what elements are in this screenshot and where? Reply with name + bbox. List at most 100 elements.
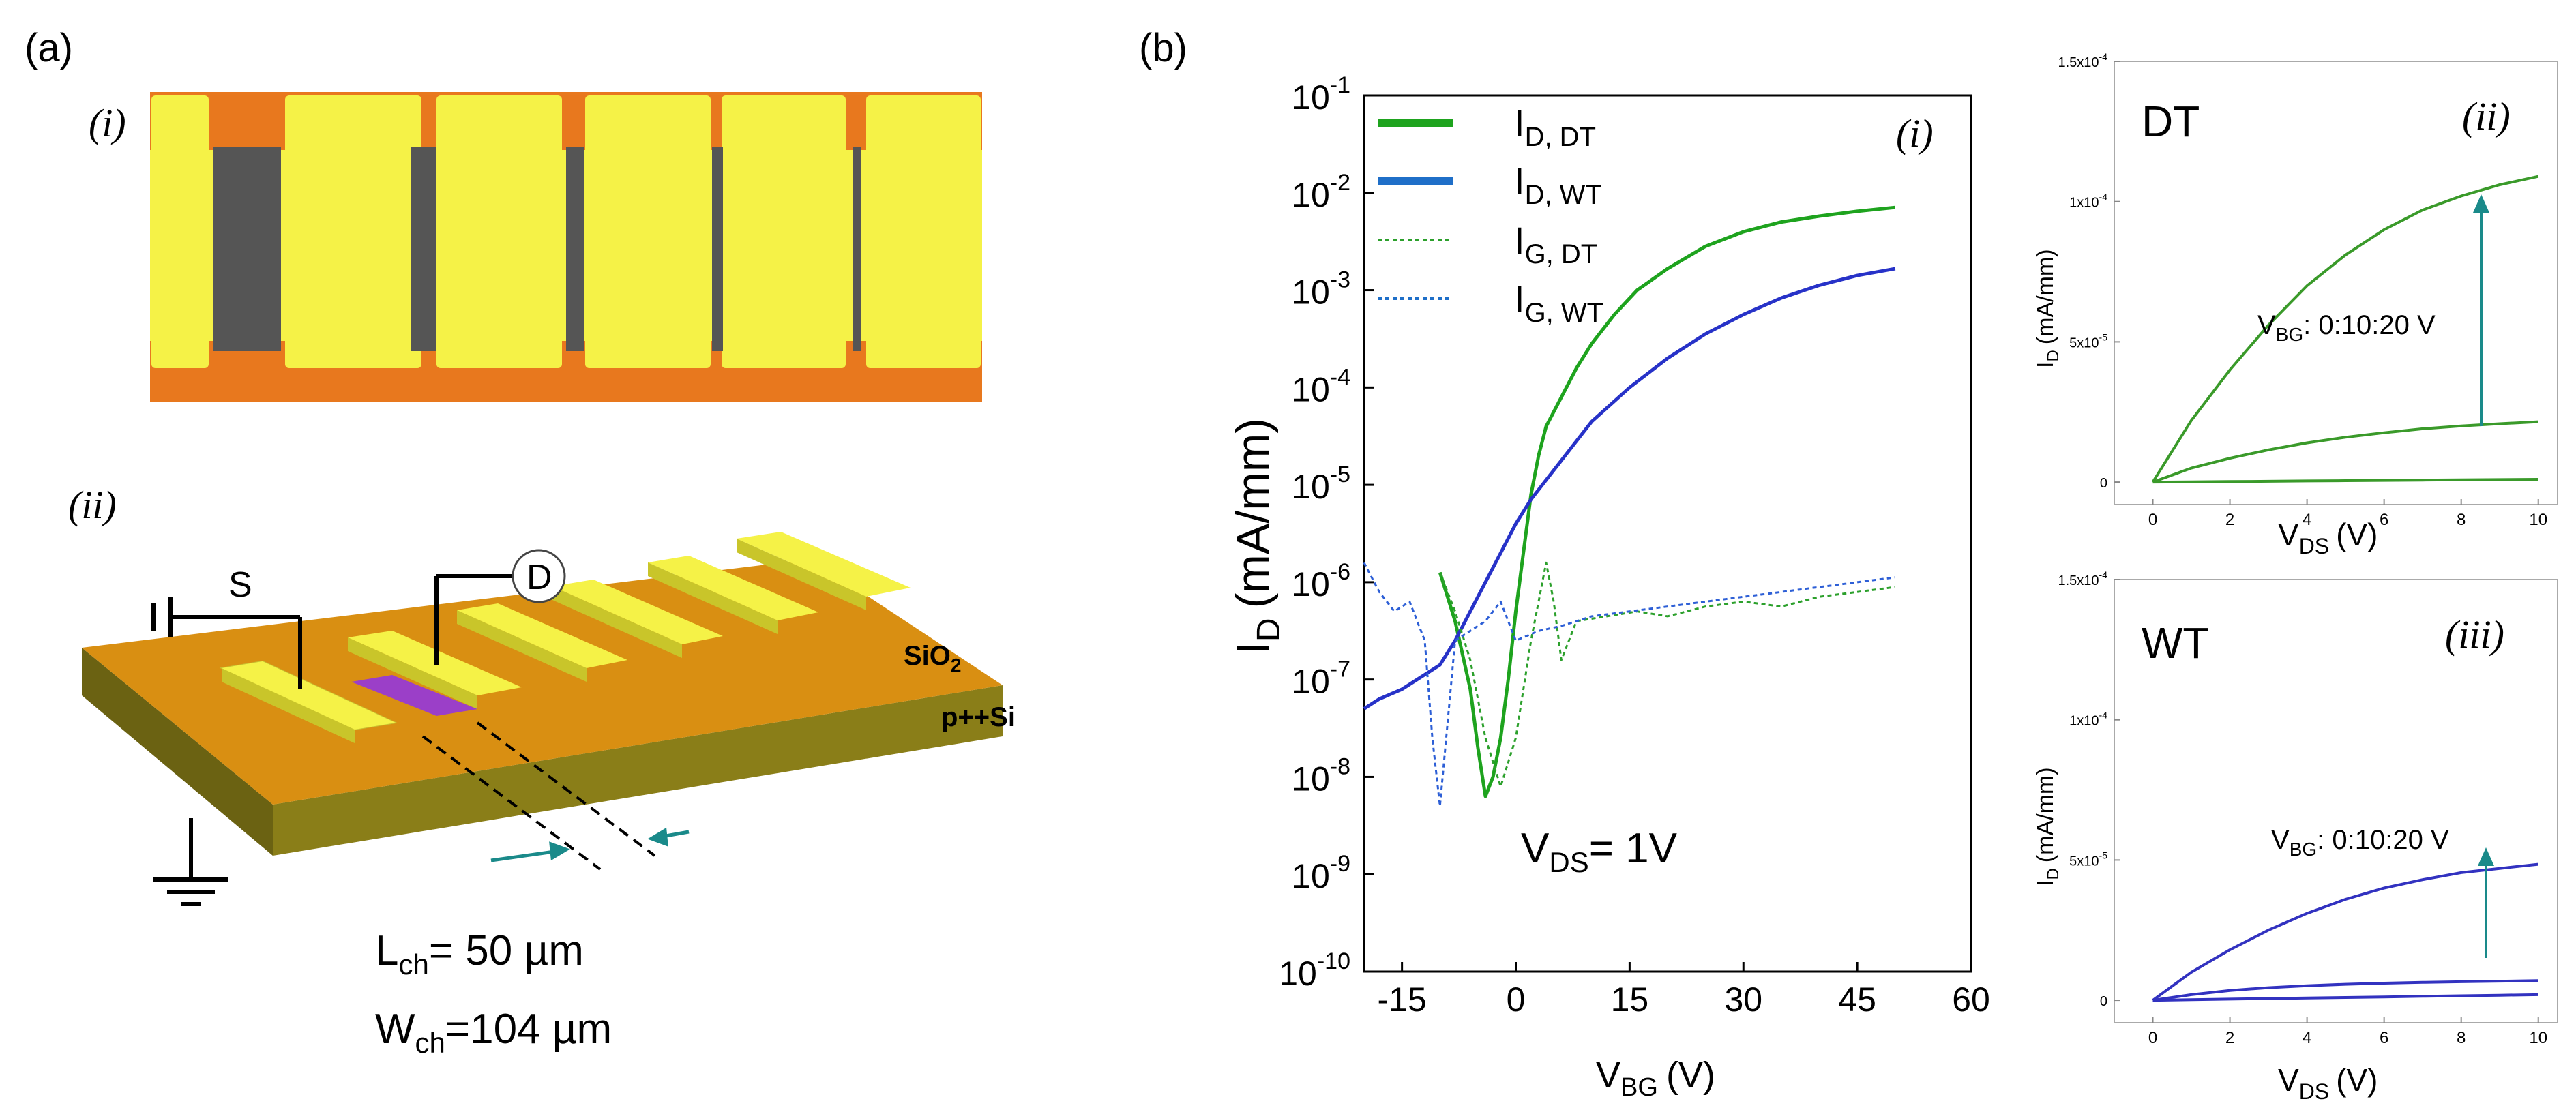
transfer-y-tick-label-0: 10-1 xyxy=(1292,72,1350,117)
dt-y-tick-label-0: 0 xyxy=(2100,476,2107,491)
wt-sub-iii: (iii) xyxy=(2445,612,2504,657)
pad-1 xyxy=(151,95,209,368)
channel-5 xyxy=(853,147,861,351)
transfer-x-label: VBG (V) xyxy=(1596,1055,1715,1102)
dt-x-tick-label-4: 8 xyxy=(2457,511,2466,529)
channel-3 xyxy=(566,147,584,351)
wt-x-tick-label-5: 10 xyxy=(2529,1029,2547,1047)
dt-series-2 xyxy=(2151,175,2539,483)
bar-2-front xyxy=(348,637,477,709)
wt-y-tick-label-0: 0 xyxy=(2100,994,2107,1009)
dt-vbg-annotation: VBG: 0:10:20 V xyxy=(2257,310,2436,345)
dimension-dash-1 xyxy=(421,735,602,871)
wt-y-tick-label-2: 1x10-4 xyxy=(2069,710,2107,729)
source-label: S xyxy=(228,565,252,605)
bar-1-top xyxy=(222,661,396,730)
transfer-y-tick-label-6: 10-7 xyxy=(1292,657,1350,701)
panel-b-label: (b) xyxy=(1139,26,1187,70)
wiring xyxy=(151,574,515,906)
wt-y-tick-label-1: 5x10-5 xyxy=(2069,850,2107,869)
wt-x-tick-label-1: 2 xyxy=(2225,1029,2234,1047)
panel-a-label: (a) xyxy=(25,26,73,70)
series-ig-wt xyxy=(1363,562,1895,807)
dt-series xyxy=(2151,175,2539,484)
bar-3 xyxy=(457,603,627,668)
bar-3-front xyxy=(457,610,587,682)
dt-x-label: VDS (V) xyxy=(2278,517,2378,558)
substrate-label: p++Si xyxy=(941,702,1016,732)
transfer-x-tick-label-4: 45 xyxy=(1838,980,1876,1019)
dt-sub-ii: (ii) xyxy=(2462,94,2511,138)
wt-x-tick-label-3: 6 xyxy=(2380,1029,2388,1047)
channel-2 xyxy=(411,147,436,351)
pad-4 xyxy=(585,95,711,368)
wt-output-chart: 0 5x10-5 1x10-4 1.5x10-4 0 2 4 6 8 10 WT (iii) V… xyxy=(2032,569,2558,1104)
channel-width: Wch=104 µm xyxy=(375,1006,612,1059)
bar-4 xyxy=(552,580,723,644)
transfer-sub-i: (i) xyxy=(1896,111,1934,155)
dt-x-tick-label-3: 6 xyxy=(2380,511,2388,529)
dt-output-chart: 0 5x10-5 1x10-4 1.5x10-4 0 2 4 6 8 10 DT (ii) VB… xyxy=(2032,51,2558,558)
wt-x-ticks: 0 2 4 6 8 10 xyxy=(2148,1017,2547,1047)
bar-5-front xyxy=(648,562,778,634)
dimension-arrows xyxy=(490,827,690,862)
transfer-legend: ID, DT ID, WT IG, DT IG, WT xyxy=(1378,102,1603,328)
transfer-x-tick-label-5: 60 xyxy=(1952,980,1990,1019)
channel-material xyxy=(351,675,477,716)
wt-series-0 xyxy=(2152,993,2538,1002)
dt-y-label: ID(mA/mm) xyxy=(2032,249,2062,368)
wt-series xyxy=(2152,862,2538,1002)
arrow-left-head xyxy=(549,841,570,861)
wt-series-1 xyxy=(2152,979,2538,1002)
transfer-x-ticks: -15 0 15 30 45 60 xyxy=(1377,962,1990,1019)
dt-x-tick-label-2: 4 xyxy=(2303,511,2311,529)
wt-x-tick-label-2: 4 xyxy=(2303,1029,2311,1047)
pad-2 xyxy=(285,95,421,368)
wt-series-2 xyxy=(2152,862,2538,1002)
micrograph: (i) xyxy=(89,92,982,402)
legend-label-id-dt: ID, DT xyxy=(1514,102,1596,152)
wt-x-tick-label-0: 0 xyxy=(2148,1029,2157,1047)
legend-label-ig-wt: IG, WT xyxy=(1514,277,1603,328)
arrow-left xyxy=(490,849,560,862)
panel-a-sub-i: (i) xyxy=(89,101,126,145)
device-schematic: (ii) xyxy=(68,483,1016,1059)
bar-5 xyxy=(648,556,818,620)
transfer-y-tick-label-8: 10-9 xyxy=(1292,851,1350,895)
dt-y-tick-label-3: 1.5x10-4 xyxy=(2058,51,2107,70)
wt-y-tick-label-3: 1.5x10-4 xyxy=(2058,569,2107,588)
dimension-dash-2 xyxy=(476,721,656,857)
wt-x-label: VDS (V) xyxy=(2278,1062,2378,1104)
dt-series-1 xyxy=(2152,420,2538,483)
transfer-series xyxy=(1363,205,1896,807)
dt-y-tick-label-2: 1x10-4 xyxy=(2069,192,2107,211)
panel-a-sub-ii: (ii) xyxy=(68,483,117,527)
channel-4 xyxy=(712,147,723,351)
dt-title: DT xyxy=(2142,97,2200,146)
bar-6 xyxy=(737,532,911,597)
series-ig-dt xyxy=(1438,561,1895,788)
contact-bars xyxy=(219,532,911,743)
dt-x-tick-label-1: 2 xyxy=(2225,511,2234,529)
transfer-x-tick-label-3: 30 xyxy=(1724,980,1762,1019)
dt-arrow-head xyxy=(2473,194,2489,213)
transfer-y-tick-label-9: 10-10 xyxy=(1279,948,1350,993)
vds-annotation: VDS= 1V xyxy=(1521,825,1678,878)
bar-6-front xyxy=(737,539,866,610)
channel-length: Lch= 50 µm xyxy=(375,927,584,980)
dt-x-tick-label-0: 0 xyxy=(2148,511,2157,529)
drain-label: D xyxy=(527,558,552,597)
transfer-x-tick-label-1: 0 xyxy=(1507,980,1526,1019)
dt-x-tick-label-5: 10 xyxy=(2529,511,2547,529)
micrograph-channels xyxy=(213,147,861,351)
transfer-y-tick-label-5: 10-6 xyxy=(1292,559,1350,603)
bar-4-front xyxy=(552,586,682,658)
dimension-lines xyxy=(421,721,656,871)
dt-x-ticks: 0 2 4 6 8 10 xyxy=(2148,499,2547,529)
dt-y-tick-label-1: 5x10-5 xyxy=(2069,331,2107,350)
wt-vbg-annotation: VBG: 0:10:20 V xyxy=(2271,825,2449,860)
legend-label-ig-dt: IG, DT xyxy=(1514,219,1597,269)
wt-y-ticks: 0 5x10-5 1x10-4 1.5x10-4 xyxy=(2058,569,2120,1023)
pad-3 xyxy=(436,95,562,368)
